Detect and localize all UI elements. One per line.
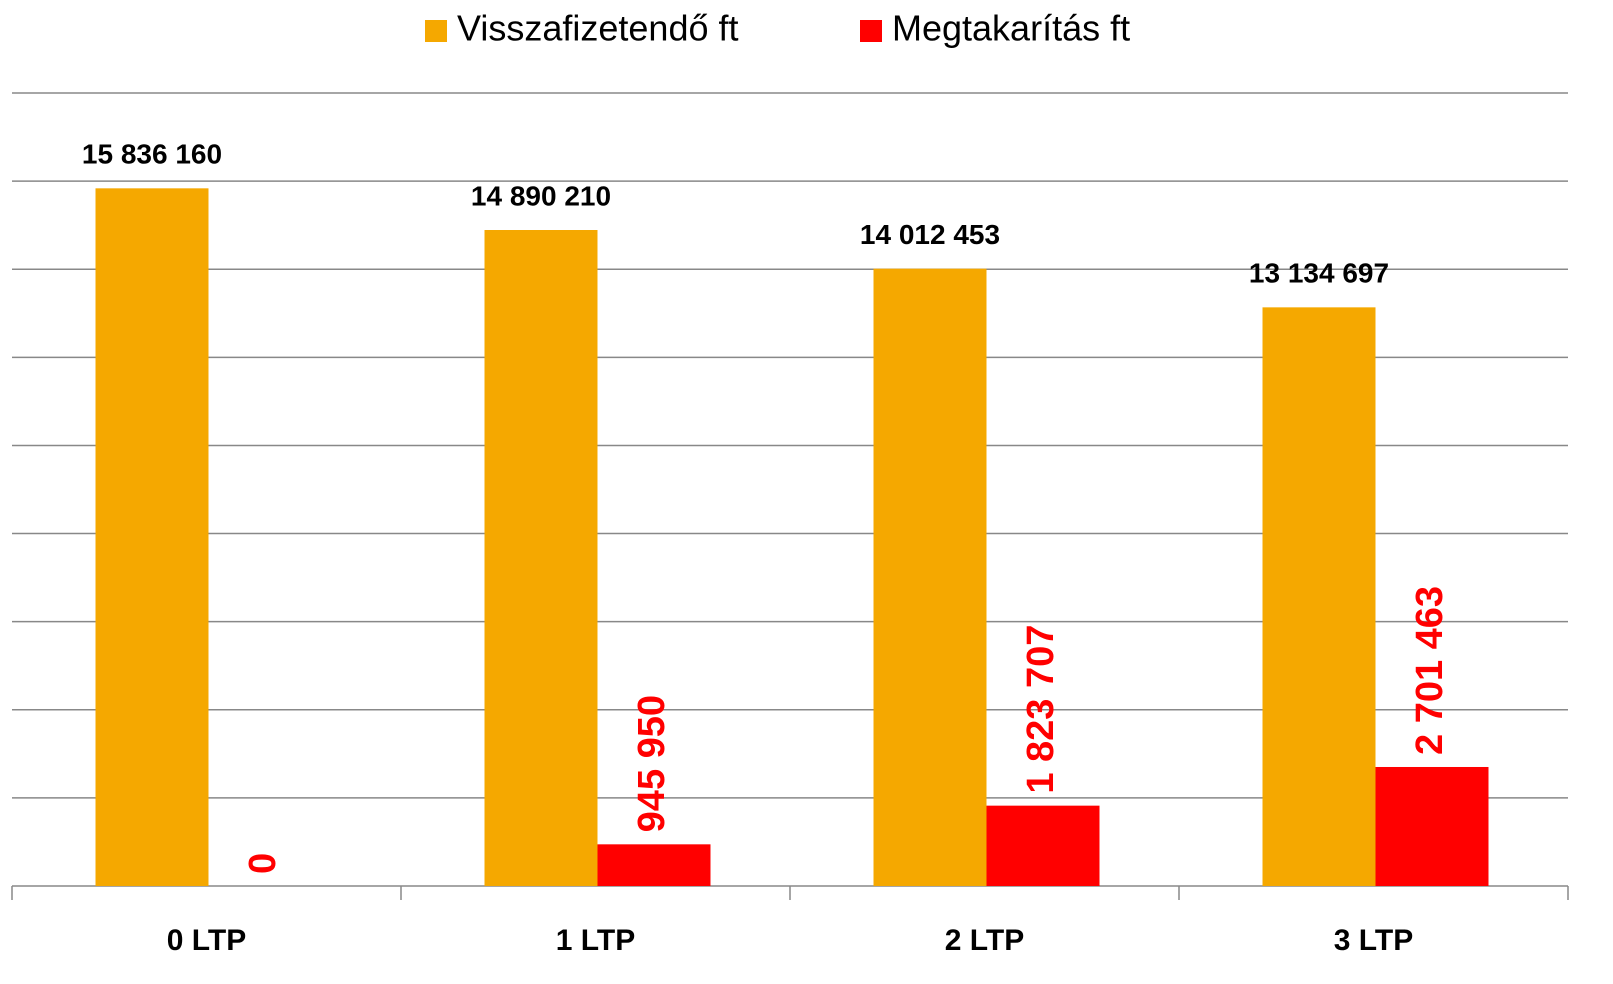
x-tick-label: 0 LTP — [167, 924, 246, 957]
bar — [986, 805, 1100, 886]
value-label: 0 — [242, 853, 284, 874]
x-tick-label: 1 LTP — [556, 924, 635, 957]
value-label: 2 701 463 — [1409, 586, 1451, 755]
value-label: 14 890 210 — [471, 180, 611, 211]
legend-swatch — [425, 20, 447, 42]
value-label: 13 134 697 — [1249, 258, 1389, 289]
legend-label: Megtakarítás ft — [892, 8, 1130, 49]
bar — [95, 188, 209, 887]
legend-label: Visszafizetendő ft — [457, 8, 739, 49]
bar — [597, 844, 711, 886]
value-label: 1 823 707 — [1020, 625, 1062, 794]
bar — [484, 230, 598, 886]
x-tick-label: 3 LTP — [1334, 924, 1413, 957]
legend-swatch — [860, 20, 882, 42]
value-label: 15 836 160 — [82, 139, 222, 170]
value-label: 14 012 453 — [860, 219, 1000, 250]
bar — [873, 268, 987, 886]
bar — [1262, 307, 1376, 886]
x-tick-label: 2 LTP — [945, 924, 1024, 957]
value-label: 945 950 — [631, 695, 673, 832]
bar — [1375, 766, 1489, 886]
